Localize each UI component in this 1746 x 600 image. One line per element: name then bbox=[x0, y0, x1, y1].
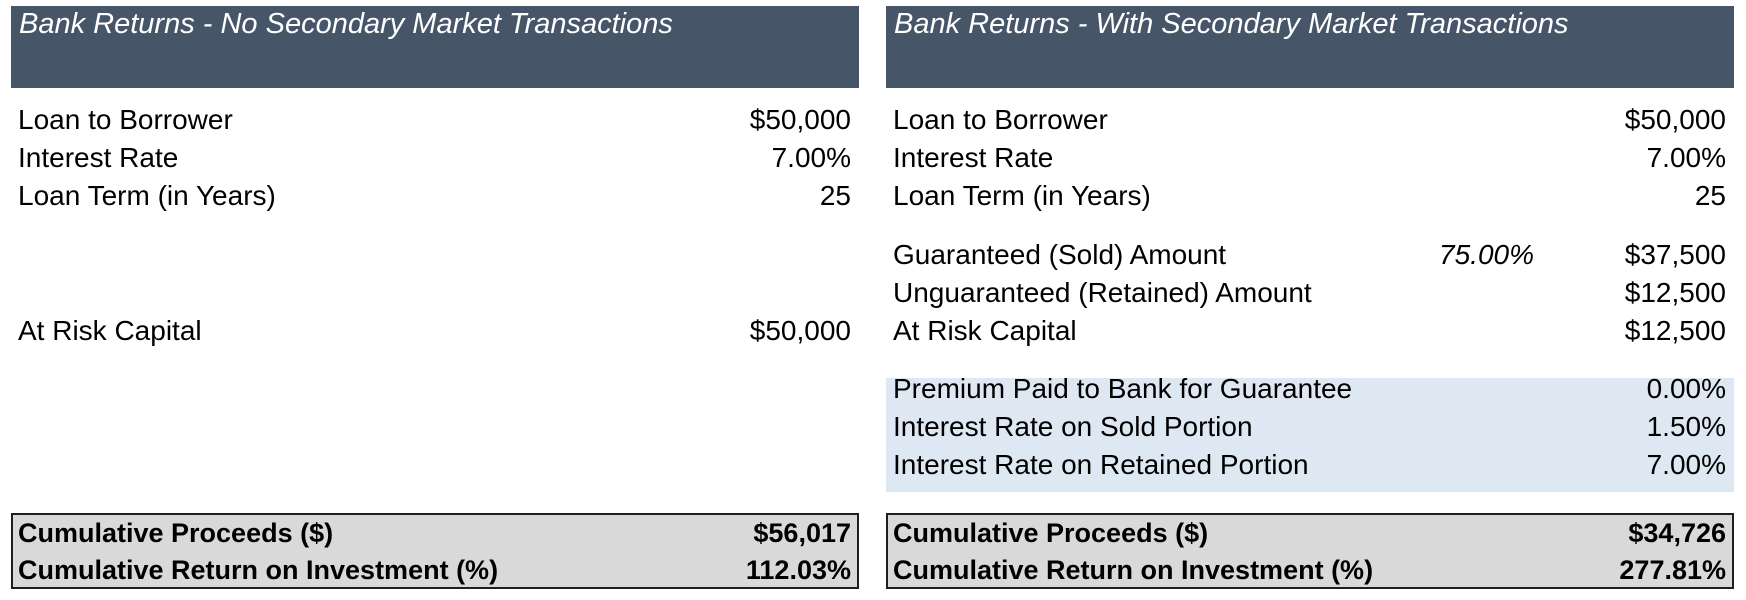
unguaranteed-value[interactable]: $12,500 bbox=[1624, 277, 1726, 308]
rate-value[interactable]: 7.00% bbox=[771, 142, 851, 173]
rate-label: Interest Rate bbox=[18, 142, 179, 173]
roi-value[interactable]: 112.03% bbox=[745, 555, 851, 585]
loan-label: Loan to Borrower bbox=[18, 104, 233, 135]
risk-value[interactable]: $50,000 bbox=[749, 315, 851, 346]
term-value[interactable]: 25 bbox=[1694, 180, 1726, 211]
proceeds-value[interactable]: $56,017 bbox=[753, 518, 851, 548]
rate-value[interactable]: 7.00% bbox=[1646, 142, 1726, 173]
row-loan-to-borrower: Loan to Borrower $50,000 bbox=[886, 101, 1734, 139]
summary-box: Cumulative Proceeds ($) $56,017 Cumulati… bbox=[11, 513, 859, 589]
retained-rate-label: Interest Rate on Retained Portion bbox=[893, 449, 1309, 480]
loan-value[interactable]: $50,000 bbox=[1624, 104, 1726, 135]
roi-label: Cumulative Return on Investment (%) bbox=[18, 555, 499, 585]
rate-label: Interest Rate bbox=[893, 142, 1054, 173]
guaranteed-label: Guaranteed (Sold) Amount bbox=[893, 239, 1227, 270]
row-interest-rate: Interest Rate 7.00% bbox=[11, 139, 859, 177]
guaranteed-value[interactable]: $37,500 bbox=[1624, 239, 1726, 270]
unguaranteed-label: Unguaranteed (Retained) Amount bbox=[893, 277, 1312, 308]
row-premium-paid: Premium Paid to Bank for Guarantee 0.00% bbox=[886, 370, 1734, 408]
panel-title: Bank Returns - No Secondary Market Trans… bbox=[19, 8, 673, 40]
row-retained-portion-rate: Interest Rate on Retained Portion 7.00% bbox=[886, 446, 1734, 484]
row-cumulative-proceeds: Cumulative Proceeds ($) $34,726 bbox=[888, 515, 1732, 553]
panel-header: Bank Returns - With Secondary Market Tra… bbox=[886, 6, 1734, 88]
panel-header: Bank Returns - No Secondary Market Trans… bbox=[11, 6, 859, 88]
row-loan-term: Loan Term (in Years) 25 bbox=[11, 177, 859, 215]
loan-value[interactable]: $50,000 bbox=[749, 104, 851, 135]
premium-label: Premium Paid to Bank for Guarantee bbox=[893, 373, 1353, 404]
term-value[interactable]: 25 bbox=[819, 180, 851, 211]
row-at-risk-capital: At Risk Capital $50,000 bbox=[11, 312, 859, 350]
sold-rate-label: Interest Rate on Sold Portion bbox=[893, 411, 1253, 442]
term-label: Loan Term (in Years) bbox=[893, 180, 1151, 211]
row-loan-term: Loan Term (in Years) 25 bbox=[886, 177, 1734, 215]
risk-label: At Risk Capital bbox=[893, 315, 1077, 346]
loan-label: Loan to Borrower bbox=[893, 104, 1108, 135]
row-cumulative-proceeds: Cumulative Proceeds ($) $56,017 bbox=[13, 515, 857, 553]
proceeds-label: Cumulative Proceeds ($) bbox=[893, 518, 1209, 548]
guaranteed-percent[interactable]: 75.00% bbox=[1439, 239, 1534, 270]
term-label: Loan Term (in Years) bbox=[18, 180, 276, 211]
roi-value[interactable]: 277.81% bbox=[1619, 555, 1726, 585]
row-interest-rate: Interest Rate 7.00% bbox=[886, 139, 1734, 177]
panel-title: Bank Returns - With Secondary Market Tra… bbox=[894, 8, 1569, 40]
premium-value[interactable]: 0.00% bbox=[1646, 373, 1726, 404]
retained-rate-value[interactable]: 7.00% bbox=[1646, 449, 1726, 480]
row-sold-portion-rate: Interest Rate on Sold Portion 1.50% bbox=[886, 408, 1734, 446]
row-cumulative-roi: Cumulative Return on Investment (%) 112.… bbox=[13, 552, 857, 590]
sold-rate-value[interactable]: 1.50% bbox=[1646, 411, 1726, 442]
row-cumulative-roi: Cumulative Return on Investment (%) 277.… bbox=[888, 552, 1732, 590]
assumptions-box bbox=[886, 378, 1734, 492]
row-guaranteed-amount: Guaranteed (Sold) Amount 75.00% $37,500 bbox=[886, 236, 1734, 274]
row-unguaranteed-amount: Unguaranteed (Retained) Amount $12,500 bbox=[886, 274, 1734, 312]
proceeds-value[interactable]: $34,726 bbox=[1628, 518, 1726, 548]
summary-box: Cumulative Proceeds ($) $34,726 Cumulati… bbox=[886, 513, 1734, 589]
risk-value[interactable]: $12,500 bbox=[1624, 315, 1726, 346]
roi-label: Cumulative Return on Investment (%) bbox=[893, 555, 1374, 585]
proceeds-label: Cumulative Proceeds ($) bbox=[18, 518, 334, 548]
row-loan-to-borrower: Loan to Borrower $50,000 bbox=[11, 101, 859, 139]
row-at-risk-capital: At Risk Capital $12,500 bbox=[886, 312, 1734, 350]
risk-label: At Risk Capital bbox=[18, 315, 202, 346]
